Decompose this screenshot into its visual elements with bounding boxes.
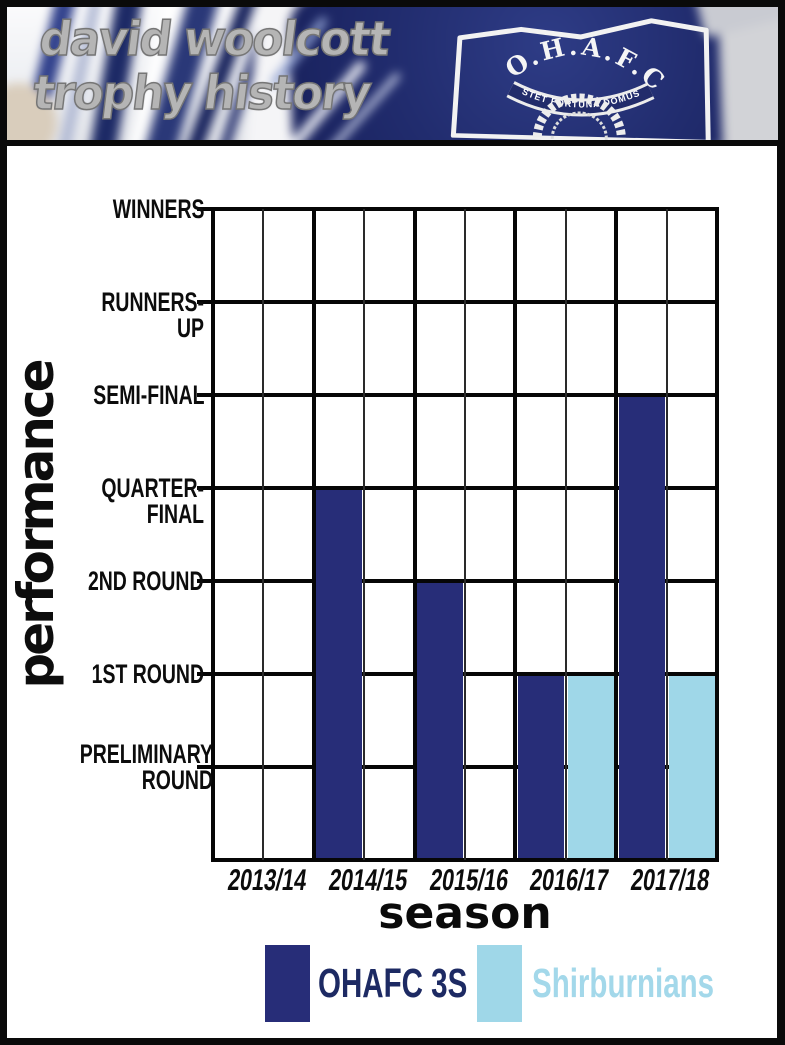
bar-ohafc-3s-2014-15 xyxy=(316,490,363,858)
header-photo xyxy=(7,7,778,140)
page-title: david woolcott trophy history xyxy=(29,11,393,121)
gridline-vertical xyxy=(513,209,518,860)
y-axis-title: performance xyxy=(7,361,65,689)
bar-ohafc-3s-2016-17 xyxy=(517,676,564,858)
badge-ribbon-inner xyxy=(507,83,654,114)
gridline-vertical-minor xyxy=(564,209,567,860)
ohafc-club-badge: O.H.A.F.C. STET FORTUNA DOMUS xyxy=(443,7,711,140)
y-axis-tick xyxy=(197,765,214,769)
badge-wreath xyxy=(532,93,626,140)
legend-swatch-ohafc xyxy=(265,945,310,1022)
y-tick-label-text: RUNNERS-UP xyxy=(101,287,204,343)
y-tick-label: QUARTER-FINAL xyxy=(28,473,204,529)
y-axis-tick xyxy=(197,486,214,490)
gridline-vertical-minor xyxy=(464,209,466,860)
legend-label-ohafc: OHAFC 3S xyxy=(318,960,468,1006)
y-tick-label: WINNERS xyxy=(28,194,204,224)
gridline-horizontal xyxy=(211,858,719,862)
y-axis-tick xyxy=(197,672,214,676)
gridline-vertical xyxy=(715,209,719,860)
y-axis-tick xyxy=(197,579,214,583)
gridline-vertical-minor xyxy=(363,209,366,860)
y-tick-label-text: PRELIMINARY ROUND xyxy=(79,739,214,795)
bar-ohafc-3s-2017-18 xyxy=(618,397,665,858)
bar-ohafc-3s-2015-16 xyxy=(417,583,464,858)
badge-border xyxy=(450,18,711,140)
legend-label-shirburnians: Shirburnians xyxy=(532,960,715,1006)
gridline-vertical xyxy=(211,209,215,860)
gridline-vertical xyxy=(412,209,417,860)
y-tick-label: 2ND ROUND xyxy=(28,566,204,596)
gridline-vertical xyxy=(311,209,316,860)
bar-shirburnians-2017-18 xyxy=(668,676,715,858)
legend-swatch-shirburnians xyxy=(477,945,522,1022)
header-banner: O.H.A.F.C. STET FORTUNA DOMUS david wool… xyxy=(7,7,778,140)
y-tick-label: SEMI-FINAL xyxy=(28,380,204,410)
y-tick-label: PRELIMINARY ROUND xyxy=(28,741,213,794)
page-title-line1: david woolcott xyxy=(36,11,393,67)
gridline-vertical xyxy=(614,209,619,860)
y-axis-tick xyxy=(197,300,214,304)
badge-initials-text: O.H.A.F.C. xyxy=(443,7,674,98)
y-axis-tick xyxy=(197,207,214,211)
y-axis-tick xyxy=(197,393,214,397)
gridline-vertical-minor xyxy=(665,209,668,860)
y-tick-label-text: 1ST ROUND xyxy=(91,659,204,689)
bar-shirburnians-2016-17 xyxy=(567,676,614,858)
gridline-vertical-minor xyxy=(262,209,265,860)
y-tick-label: RUNNERS-UP xyxy=(28,287,204,343)
y-tick-label-text: WINNERS xyxy=(112,194,204,224)
y-tick-label-text: 2ND ROUND xyxy=(88,566,204,596)
y-tick-label-text: QUARTER-FINAL xyxy=(101,473,204,529)
y-tick-label-text: SEMI-FINAL xyxy=(92,380,204,410)
y-tick-label: 1ST ROUND xyxy=(28,659,204,689)
badge-wreath-inner xyxy=(550,111,608,140)
page-title-line2: trophy history xyxy=(29,65,373,121)
x-axis-title: season xyxy=(378,888,552,939)
